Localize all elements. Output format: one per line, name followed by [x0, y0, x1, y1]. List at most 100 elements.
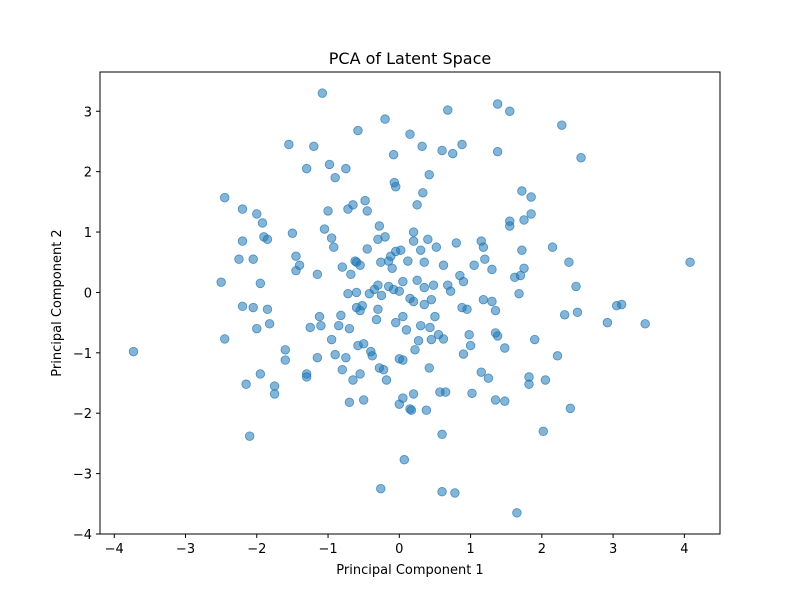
data-point — [519, 215, 529, 225]
data-point — [413, 336, 424, 346]
data-point — [572, 307, 583, 318]
data-point — [421, 405, 432, 415]
data-point — [341, 352, 351, 363]
x-axis-ticks: −4 −3 −2 −1 0 1 2 3 4 — [105, 534, 689, 557]
data-point — [438, 260, 449, 270]
x-tick-label: 2 — [538, 542, 546, 557]
points-layer — [128, 88, 695, 518]
data-point — [406, 405, 417, 415]
data-point — [234, 254, 244, 264]
data-point — [419, 299, 429, 310]
data-point — [465, 340, 476, 351]
data-point — [492, 99, 503, 109]
data-point — [237, 204, 248, 214]
data-point — [353, 125, 363, 136]
data-point — [337, 262, 347, 272]
data-point — [337, 365, 347, 375]
data-point — [417, 141, 427, 151]
data-point — [362, 244, 372, 254]
data-point — [237, 236, 248, 246]
data-point — [269, 389, 280, 399]
data-point — [348, 200, 358, 210]
data-point — [312, 269, 323, 280]
data-point — [410, 345, 420, 355]
data-point — [437, 429, 447, 440]
data-point — [640, 319, 650, 329]
data-point — [388, 150, 399, 160]
data-point — [387, 263, 397, 273]
data-point — [524, 379, 534, 389]
data-point — [398, 311, 408, 322]
data-point — [336, 310, 346, 321]
x-tick-label: 3 — [609, 542, 617, 557]
data-point — [248, 302, 258, 313]
data-point — [326, 233, 337, 243]
data-point — [440, 387, 451, 397]
data-point — [602, 317, 613, 328]
data-point — [492, 331, 503, 341]
data-point — [408, 227, 419, 237]
data-point — [262, 234, 273, 244]
data-point — [287, 228, 298, 238]
data-point — [391, 317, 401, 328]
y-tick-label: 3 — [84, 105, 92, 120]
data-point — [412, 200, 422, 210]
data-point — [376, 257, 386, 267]
data-point — [426, 294, 437, 305]
data-point — [526, 209, 536, 219]
x-axis-label: Principal Component 1 — [336, 563, 483, 578]
data-point — [362, 206, 372, 216]
data-point — [341, 163, 351, 174]
data-point — [557, 120, 567, 130]
data-point — [294, 260, 305, 270]
x-tick-label: −3 — [176, 542, 195, 557]
data-point — [419, 282, 429, 293]
data-point — [280, 345, 290, 355]
x-tick-label: −1 — [318, 542, 337, 557]
data-point — [478, 294, 489, 305]
data-point — [576, 153, 586, 163]
data-point — [448, 148, 458, 159]
data-point — [374, 221, 385, 231]
data-point — [424, 363, 434, 373]
data-point — [305, 322, 315, 333]
data-point — [371, 314, 382, 325]
chart-title: PCA of Latent Space — [329, 49, 491, 68]
data-point — [396, 245, 406, 255]
data-point — [323, 206, 333, 216]
data-point — [530, 334, 540, 345]
data-point — [252, 209, 262, 219]
data-point — [559, 310, 570, 320]
data-point — [418, 188, 428, 198]
data-point — [415, 245, 426, 255]
data-point — [398, 355, 408, 365]
data-point — [415, 320, 426, 331]
data-point — [424, 169, 434, 180]
y-tick-label: −3 — [73, 468, 92, 483]
data-point — [301, 372, 312, 382]
data-point — [398, 276, 408, 287]
data-point — [469, 260, 479, 270]
data-point — [438, 334, 449, 344]
data-point — [309, 141, 319, 151]
data-point — [314, 311, 325, 322]
data-point — [394, 286, 405, 296]
data-point — [373, 304, 383, 315]
data-point — [401, 325, 412, 335]
data-point — [216, 277, 226, 287]
data-point — [329, 242, 339, 252]
data-point — [500, 343, 510, 353]
data-point — [264, 319, 275, 329]
data-point — [483, 373, 494, 383]
data-point — [425, 322, 435, 333]
data-point — [419, 257, 429, 267]
data-point — [317, 88, 328, 98]
data-point — [398, 393, 408, 403]
y-axis-ticks: −4 −3 −2 −1 0 1 2 3 — [73, 105, 100, 543]
data-point — [476, 367, 486, 377]
data-point — [391, 182, 401, 192]
data-point — [378, 365, 389, 375]
data-point — [257, 218, 268, 228]
data-point — [412, 275, 422, 286]
data-point — [346, 269, 356, 280]
